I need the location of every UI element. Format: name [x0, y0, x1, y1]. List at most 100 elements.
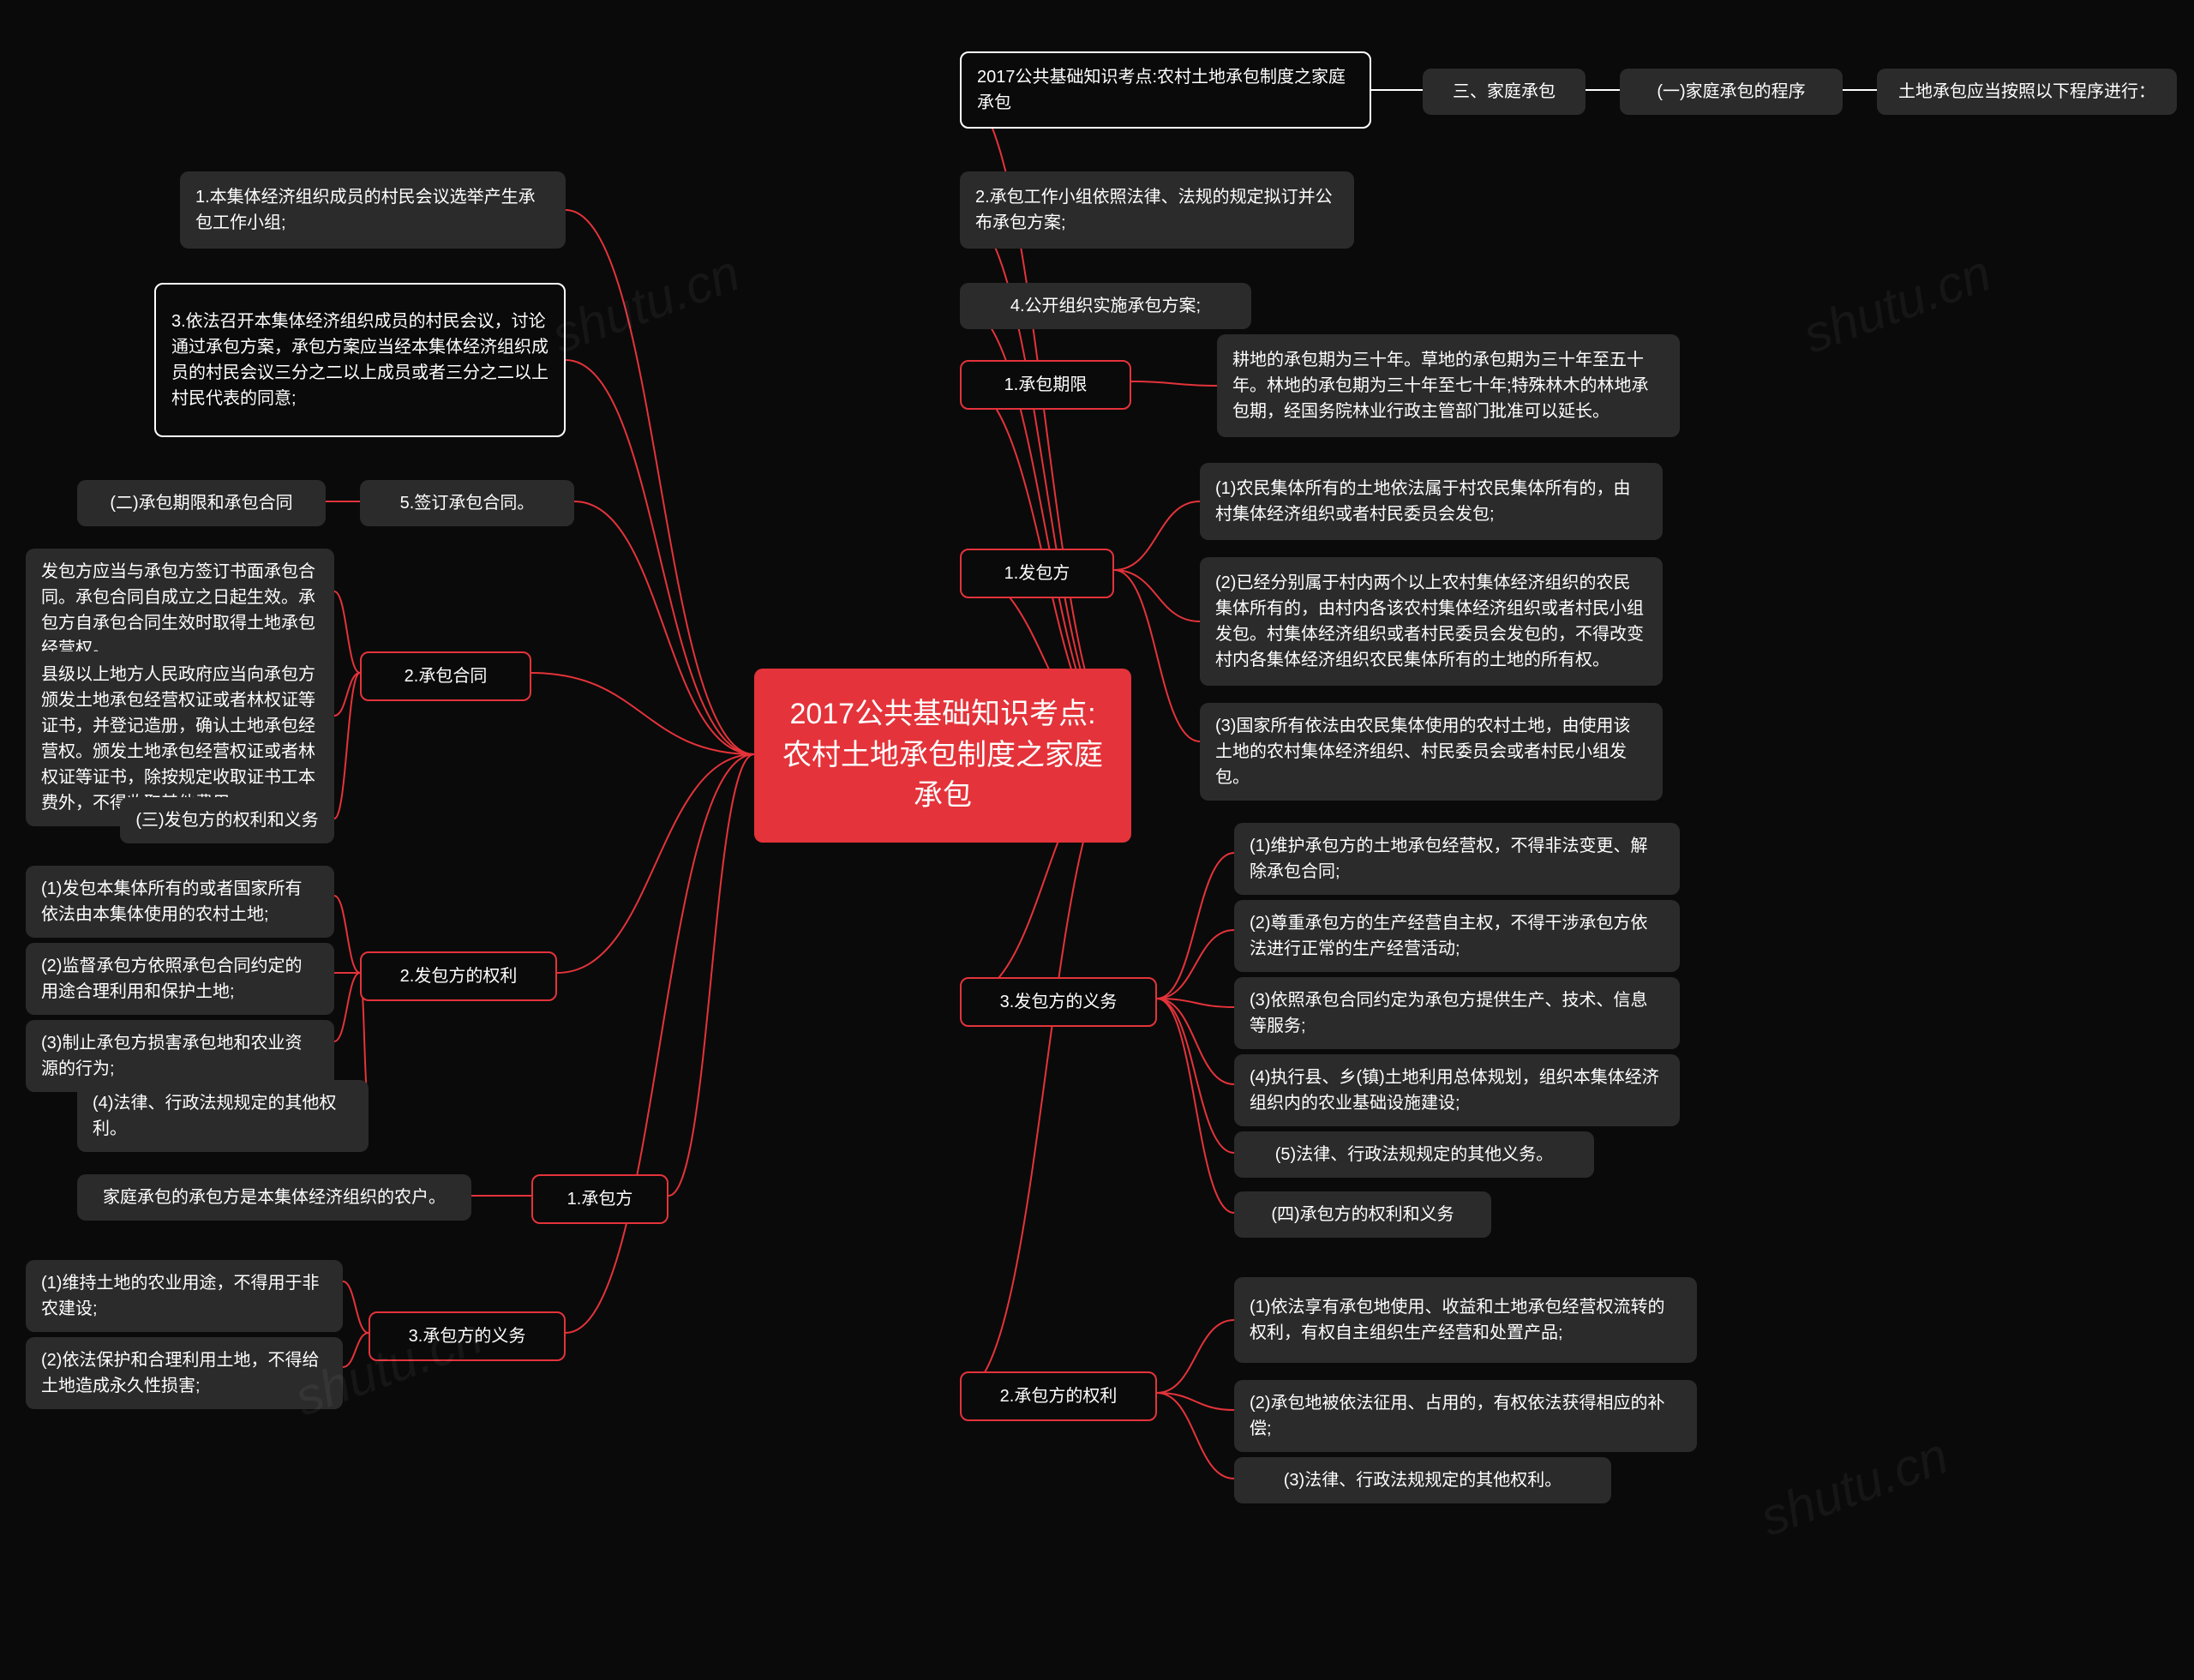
mindmap-node: (二)承包期限和承包合同: [77, 480, 326, 526]
mindmap-node: 土地承包应当按照以下程序进行：: [1877, 69, 2177, 115]
node-label: 2017公共基础知识考点:农村土地承包制度之家庭承包: [780, 694, 1106, 817]
mindmap-node: 2.承包工作小组依照法律、法规的规定拟订并公布承包方案;: [960, 171, 1354, 249]
edge: [1157, 930, 1234, 999]
edge: [1157, 1393, 1234, 1410]
node-label: (2)承包地被依法征用、占用的，有权依法获得相应的补偿;: [1250, 1390, 1681, 1442]
node-label: (5)法律、行政法规规定的其他义务。: [1275, 1142, 1553, 1167]
mindmap-node: (5)法律、行政法规规定的其他义务。: [1234, 1131, 1594, 1178]
edge: [1114, 570, 1200, 621]
node-label: (3)法律、行政法规规定的其他权利。: [1284, 1467, 1562, 1493]
node-label: (1)维持土地的农业用途，不得用于非农建设;: [41, 1270, 327, 1322]
mindmap-node: (1)农民集体所有的土地依法属于村农民集体所有的，由村集体经济组织或者村民委员会…: [1200, 463, 1663, 540]
mindmap-node: 4.公开组织实施承包方案;: [960, 283, 1251, 329]
node-label: 1.本集体经济组织成员的村民会议选举产生承包工作小组;: [195, 184, 550, 236]
watermark: shutu.cn: [544, 243, 747, 364]
mindmap-node: 三、家庭承包: [1423, 69, 1586, 115]
mindmap-node: 2017公共基础知识考点:农村土地承包制度之家庭承包: [960, 51, 1371, 129]
edge: [557, 754, 754, 973]
mindmap-node: (3)国家所有依法由农民集体使用的农村土地，由使用该土地的农村集体经济组织、村民…: [1200, 703, 1663, 801]
mindmap-node: 2017公共基础知识考点:农村土地承包制度之家庭承包: [754, 669, 1131, 843]
node-label: 县级以上地方人民政府应当向承包方颁发土地承包经营权证或者林权证等证书，并登记造册…: [41, 662, 319, 816]
node-label: 3.发包方的义务: [1000, 989, 1118, 1015]
node-label: (三)发包方的权利和义务: [135, 807, 318, 833]
mindmap-node: (1)维持土地的农业用途，不得用于非农建设;: [26, 1260, 343, 1332]
node-label: (一)家庭承包的程序: [1657, 79, 1805, 105]
node-label: 发包方应当与承包方签订书面承包合同。承包合同自成立之日起生效。承包方自承包合同生…: [41, 559, 319, 662]
mindmap-node: 1.承包期限: [960, 360, 1131, 410]
node-label: (二)承包期限和承包合同: [110, 490, 292, 516]
edge: [1157, 999, 1234, 1153]
mindmap-node: (4)法律、行政法规规定的其他权利。: [77, 1080, 369, 1152]
edge: [1157, 999, 1234, 1007]
mindmap-node: (3)法律、行政法规规定的其他权利。: [1234, 1457, 1611, 1503]
mindmap-node: (四)承包方的权利和义务: [1234, 1191, 1491, 1238]
mindmap-node: 1.承包方: [531, 1174, 668, 1224]
mindmap-node: (3)依照承包合同约定为承包方提供生产、技术、信息等服务;: [1234, 977, 1680, 1049]
node-label: 5.签订承包合同。: [400, 490, 535, 516]
mindmap-node: (2)依法保护和合理利用土地，不得给土地造成永久性损害;: [26, 1337, 343, 1409]
mindmap-node: 2.发包方的权利: [360, 951, 557, 1001]
mindmap-node: 1.本集体经济组织成员的村民会议选举产生承包工作小组;: [180, 171, 566, 249]
node-label: (2)依法保护和合理利用土地，不得给土地造成永久性损害;: [41, 1347, 327, 1399]
edge: [574, 501, 754, 754]
node-label: (2)监督承包方依照承包合同约定的用途合理利用和保护土地;: [41, 953, 319, 1005]
mindmap-node: (一)家庭承包的程序: [1620, 69, 1843, 115]
edge: [1157, 853, 1234, 999]
edge: [334, 673, 360, 819]
mindmap-node: 3.承包方的义务: [369, 1311, 566, 1361]
edge: [566, 210, 754, 754]
edge: [334, 673, 360, 716]
edge: [1157, 999, 1234, 1213]
node-label: 2017公共基础知识考点:农村土地承包制度之家庭承包: [977, 64, 1354, 116]
mindmap-node: 1.发包方: [960, 549, 1114, 598]
node-label: (3)制止承包方损害承包地和农业资源的行为;: [41, 1030, 319, 1082]
mindmap-node: 2.承包方的权利: [960, 1371, 1157, 1421]
node-label: 2.承包工作小组依照法律、法规的规定拟订并公布承包方案;: [975, 184, 1339, 236]
node-label: (1)依法享有承包地使用、收益和土地承包经营权流转的权利，有权自主组织生产经营和…: [1250, 1294, 1681, 1346]
node-label: (4)法律、行政法规规定的其他权利。: [93, 1090, 353, 1142]
edge: [668, 754, 754, 1196]
mindmap-node: 家庭承包的承包方是本集体经济组织的农户。: [77, 1174, 471, 1221]
edge: [343, 1333, 369, 1367]
node-label: (1)发包本集体所有的或者国家所有依法由本集体使用的农村土地;: [41, 876, 319, 927]
node-label: 3.承包方的义务: [409, 1323, 526, 1349]
node-label: (1)维护承包方的土地承包经营权，不得非法变更、解除承包合同;: [1250, 833, 1664, 885]
mindmap-node: 2.承包合同: [360, 651, 531, 701]
node-label: 1.承包方: [567, 1186, 633, 1212]
node-label: 1.发包方: [1004, 561, 1070, 586]
mindmap-node: (2)尊重承包方的生产经营自主权，不得干涉承包方依法进行正常的生产经营活动;: [1234, 900, 1680, 972]
node-label: 1.承包期限: [1004, 372, 1088, 398]
node-label: (四)承包方的权利和义务: [1271, 1202, 1454, 1227]
mindmap-node: (1)依法享有承包地使用、收益和土地承包经营权流转的权利，有权自主组织生产经营和…: [1234, 1277, 1697, 1363]
watermark: shutu.cn: [1753, 1425, 1956, 1547]
edge: [1131, 381, 1217, 386]
edge: [334, 973, 360, 1041]
node-label: (3)依照承包合同约定为承包方提供生产、技术、信息等服务;: [1250, 987, 1664, 1039]
node-label: 4.公开组织实施承包方案;: [1010, 293, 1201, 319]
edge: [566, 360, 754, 754]
edge: [531, 673, 754, 754]
node-label: 2.承包合同: [405, 663, 488, 689]
edge: [343, 1281, 369, 1333]
edge: [334, 591, 360, 673]
mindmap-node: (2)已经分别属于村内两个以上农村集体经济组织的农民集体所有的，由村内各该农村集…: [1200, 557, 1663, 686]
mindmap-node: (三)发包方的权利和义务: [120, 797, 334, 843]
watermark: shutu.cn: [1795, 243, 1999, 364]
mindmap-node: (1)发包本集体所有的或者国家所有依法由本集体使用的农村土地;: [26, 866, 334, 938]
edge: [1157, 1320, 1234, 1393]
edge: [1114, 501, 1200, 570]
node-label: (3)国家所有依法由农民集体使用的农村土地，由使用该土地的农村集体经济组织、村民…: [1215, 713, 1647, 790]
mindmap-node: (2)承包地被依法征用、占用的，有权依法获得相应的补偿;: [1234, 1380, 1697, 1452]
node-label: 耕地的承包期为三十年。草地的承包期为三十年至五十年。林地的承包期为三十年至七十年…: [1232, 347, 1664, 424]
edge: [334, 896, 360, 973]
mindmap-node: 3.依法召开本集体经济组织成员的村民会议，讨论通过承包方案，承包方案应当经本集体…: [154, 283, 566, 437]
mindmap-node: 5.签订承包合同。: [360, 480, 574, 526]
mindmap-node: 耕地的承包期为三十年。草地的承包期为三十年至五十年。林地的承包期为三十年至七十年…: [1217, 334, 1680, 437]
node-label: (1)农民集体所有的土地依法属于村农民集体所有的，由村集体经济组织或者村民委员会…: [1215, 476, 1647, 527]
edge: [566, 754, 754, 1333]
edge: [1157, 999, 1234, 1084]
edge: [1157, 1393, 1234, 1479]
node-label: 2.发包方的权利: [400, 963, 518, 989]
node-label: 三、家庭承包: [1453, 79, 1556, 105]
mindmap-node: (2)监督承包方依照承包合同约定的用途合理利用和保护土地;: [26, 943, 334, 1015]
